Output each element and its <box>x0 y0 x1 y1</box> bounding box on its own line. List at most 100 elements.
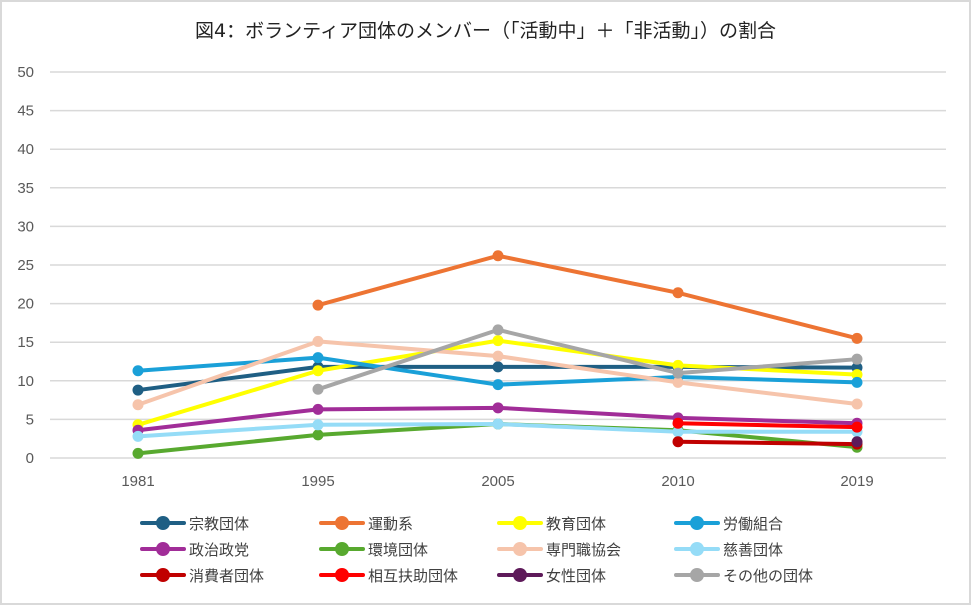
legend-label: 教育団体 <box>546 514 607 533</box>
data-point <box>312 419 324 431</box>
legend-marker-icon <box>140 568 186 582</box>
legend-item: 消費者団体 <box>140 564 264 586</box>
series-1 <box>312 250 863 344</box>
data-point <box>672 417 684 429</box>
data-point <box>312 335 324 347</box>
y-tick-label: 50 <box>17 64 34 81</box>
legend-item: 宗教団体 <box>140 512 249 534</box>
y-tick-label: 5 <box>26 411 34 428</box>
data-point <box>132 447 144 459</box>
data-point <box>851 376 863 388</box>
data-point <box>492 418 504 430</box>
legend-item: 慈善団体 <box>674 538 783 560</box>
x-tick-label: 2005 <box>481 473 514 490</box>
legend-marker-icon <box>140 516 186 530</box>
legend-label: 環境団体 <box>368 540 429 559</box>
legend-marker-icon <box>140 542 186 556</box>
legend-item: 専門職協会 <box>497 538 621 560</box>
x-axis-ticks: 1981 1995 2005 2010 2019 <box>121 473 873 490</box>
legend-marker-icon <box>497 542 543 556</box>
legend-marker-icon <box>319 516 365 530</box>
legend-item: 運動系 <box>319 512 413 534</box>
y-axis-ticks: 0 5 10 15 20 25 30 35 40 45 50 <box>17 64 34 467</box>
data-point <box>672 426 684 438</box>
series-11 <box>312 324 863 395</box>
legend-label: 女性団体 <box>546 566 607 585</box>
data-point <box>312 352 324 364</box>
series-line <box>676 421 859 430</box>
data-point <box>492 324 504 336</box>
data-point <box>492 335 504 347</box>
series-group <box>132 250 863 459</box>
data-point <box>312 429 324 441</box>
legend-label: 運動系 <box>368 514 414 533</box>
legend-label: 消費者団体 <box>189 566 265 585</box>
data-point <box>312 383 324 395</box>
series-9 <box>672 417 863 433</box>
data-point <box>851 398 863 410</box>
legend-item: 労働組合 <box>674 512 783 534</box>
data-point <box>672 367 684 379</box>
legend-label: 慈善団体 <box>723 540 784 559</box>
legend-marker-icon <box>497 516 543 530</box>
gridlines <box>50 71 946 459</box>
legend-item: 環境団体 <box>319 538 428 560</box>
legend-marker-icon <box>319 568 365 582</box>
series-line <box>316 327 859 392</box>
x-tick-label: 2010 <box>661 473 694 490</box>
y-tick-label: 35 <box>17 180 34 197</box>
data-point <box>672 287 684 299</box>
data-point <box>492 361 504 373</box>
legend-marker-icon <box>497 568 543 582</box>
data-point <box>851 332 863 344</box>
data-point <box>132 399 144 411</box>
data-point <box>492 379 504 391</box>
legend-marker-icon <box>674 516 720 530</box>
legend-label: 相互扶助団体 <box>368 566 459 585</box>
legend-marker-icon <box>674 568 720 582</box>
data-point <box>672 359 684 371</box>
data-point <box>851 369 863 381</box>
legend-label: 宗教団体 <box>189 514 250 533</box>
y-tick-label: 20 <box>17 296 34 313</box>
y-tick-label: 40 <box>17 141 34 158</box>
data-point <box>851 353 863 365</box>
data-point <box>851 421 863 433</box>
legend-marker-icon <box>319 542 365 556</box>
x-tick-label: 2019 <box>840 473 873 490</box>
data-point <box>492 350 504 362</box>
y-tick-label: 0 <box>26 450 34 467</box>
series-6 <box>132 335 863 411</box>
data-point <box>132 384 144 396</box>
legend-marker-icon <box>674 542 720 556</box>
series-line <box>316 253 859 341</box>
y-tick-label: 10 <box>17 373 34 390</box>
data-point <box>132 430 144 442</box>
series-10 <box>851 436 863 448</box>
legend-label: 政治政党 <box>189 540 250 559</box>
data-point <box>312 299 324 311</box>
y-tick-label: 25 <box>17 257 34 274</box>
legend-label: 労働組合 <box>723 514 784 533</box>
y-tick-label: 15 <box>17 334 34 351</box>
x-tick-label: 1995 <box>301 473 334 490</box>
data-point <box>312 365 324 377</box>
data-point <box>132 365 144 377</box>
legend-item: 女性団体 <box>497 564 606 586</box>
data-point <box>672 436 684 448</box>
data-point <box>492 250 504 262</box>
series-line <box>676 439 859 447</box>
data-point <box>672 376 684 388</box>
legend-label: その他の団体 <box>723 566 814 585</box>
data-point <box>312 403 324 415</box>
y-tick-label: 30 <box>17 218 34 235</box>
data-point <box>492 402 504 414</box>
chart-title: 図4：ボランティア団体のメンバー（「活動中」＋「非活動」）の割合 <box>195 20 776 42</box>
legend-item: その他の団体 <box>674 564 813 586</box>
x-tick-label: 1981 <box>121 473 154 490</box>
legend-item: 教育団体 <box>497 512 606 534</box>
data-point <box>851 436 863 448</box>
legend-label: 専門職協会 <box>546 540 622 559</box>
